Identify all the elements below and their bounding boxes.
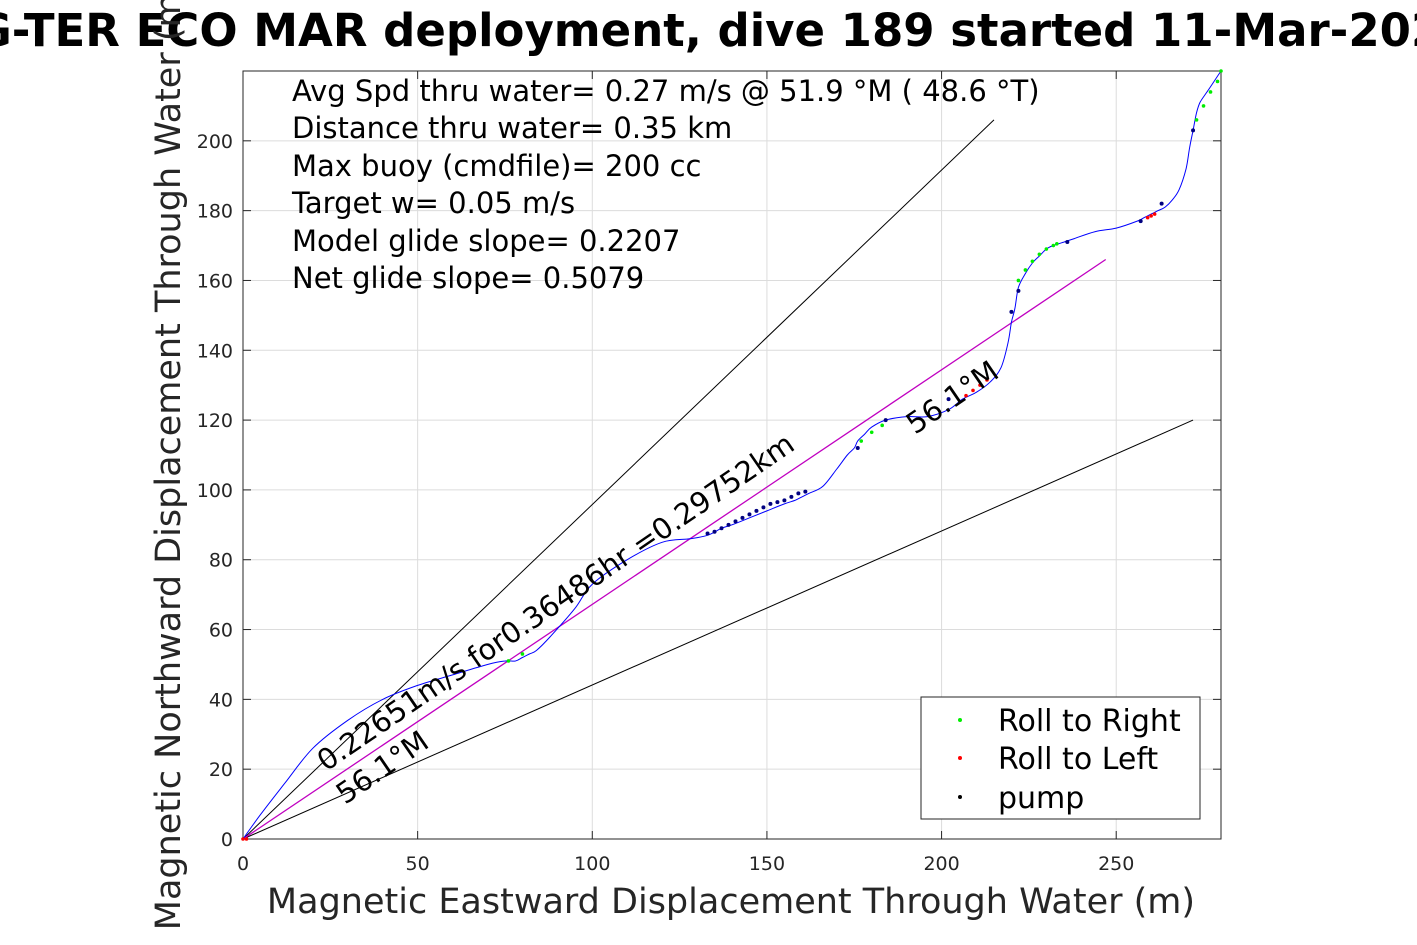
stat-net-glide-slope: Net glide slope= 0.5079 bbox=[292, 261, 644, 295]
legend-marker-roll-left bbox=[958, 756, 962, 760]
stat-model-glide-slope: Model glide slope= 0.2207 bbox=[292, 224, 680, 258]
roll-right-point bbox=[1037, 252, 1042, 257]
pump-point bbox=[761, 505, 766, 510]
heading-cone-lower-line bbox=[242, 419, 1194, 840]
pump-point bbox=[733, 519, 738, 524]
pump-point bbox=[883, 418, 888, 423]
pump-point bbox=[719, 526, 724, 531]
pump-point bbox=[705, 531, 710, 536]
y-tick-label: 100 bbox=[197, 480, 233, 502]
legend-roll-left: Roll to Left bbox=[998, 742, 1158, 777]
roll-left-point bbox=[1149, 214, 1153, 218]
pump-point bbox=[712, 529, 717, 534]
y-tick-label: 200 bbox=[197, 131, 233, 153]
pump-point bbox=[796, 491, 801, 496]
legend-roll-right: Roll to Right bbox=[998, 704, 1181, 739]
pump-point bbox=[1138, 219, 1143, 224]
pump-point bbox=[789, 494, 794, 499]
pump-point bbox=[946, 397, 951, 402]
pump-point bbox=[740, 515, 745, 520]
x-tick-label: 200 bbox=[923, 853, 959, 875]
heading-cone-upper-line bbox=[242, 119, 995, 840]
pump-point bbox=[775, 500, 780, 505]
roll-left-point bbox=[985, 378, 989, 382]
x-tick-labels: 0 50 100 150 200 250 bbox=[237, 853, 1134, 875]
x-tick-label: 0 bbox=[237, 853, 249, 875]
x-tick-label: 150 bbox=[749, 853, 785, 875]
pump-point bbox=[1065, 240, 1070, 245]
roll-right-point bbox=[1215, 79, 1220, 84]
roll-right-point bbox=[1023, 268, 1028, 272]
stats-text-block: Avg Spd thru water= 0.27 m/s @ 51.9 °M (… bbox=[291, 74, 1040, 295]
stat-distance: Distance thru water= 0.35 km bbox=[292, 111, 732, 145]
pump-point bbox=[747, 512, 752, 517]
roll-right-point bbox=[880, 423, 884, 428]
roll-right-point bbox=[1194, 118, 1199, 122]
x-axis-label: Magnetic Eastward Displacement Through W… bbox=[267, 882, 1195, 922]
y-tick-labels: 0 20 40 60 80 100 120 140 160 180 200 bbox=[197, 131, 233, 851]
roll-left-point bbox=[1152, 212, 1157, 216]
roll-right-point bbox=[1016, 278, 1021, 283]
stat-avg-speed: Avg Spd thru water= 0.27 m/s @ 51.9 °M (… bbox=[292, 74, 1040, 108]
roll-right-point bbox=[1051, 243, 1056, 248]
roll-right-point bbox=[869, 430, 874, 435]
pump-point bbox=[1191, 128, 1196, 133]
legend-marker-roll-right bbox=[958, 718, 962, 722]
y-tick-label: 160 bbox=[197, 270, 233, 292]
x-tick-label: 250 bbox=[1098, 853, 1134, 875]
roll-left-point bbox=[964, 393, 968, 398]
roll-left-point bbox=[978, 383, 982, 387]
roll-right-point bbox=[1030, 259, 1035, 264]
y-tick-label: 60 bbox=[209, 620, 233, 642]
x-tick-label: 50 bbox=[406, 853, 430, 875]
plot-content bbox=[241, 69, 1223, 841]
roll-right-point bbox=[1219, 69, 1223, 73]
y-axis-label: Magnetic Northward Displacement Through … bbox=[149, 0, 189, 930]
roll-left-point bbox=[244, 837, 249, 841]
pump-point bbox=[726, 522, 731, 527]
roll-right-point bbox=[1201, 104, 1206, 108]
roll-right-point bbox=[506, 659, 511, 663]
roll-right-point bbox=[520, 652, 525, 656]
y-tick-label: 20 bbox=[209, 759, 233, 781]
legend-pump: pump bbox=[998, 781, 1084, 816]
pump-point bbox=[768, 501, 773, 506]
roll-right-point bbox=[1208, 90, 1213, 94]
y-tick-label: 180 bbox=[197, 201, 233, 223]
legend-marker-pump bbox=[958, 795, 962, 799]
chart-title: SG-TER ECO MAR deployment, dive 189 star… bbox=[0, 4, 1417, 57]
roll-right-point bbox=[859, 439, 864, 443]
roll-left-point bbox=[971, 388, 975, 393]
roll-right-point bbox=[1055, 242, 1059, 246]
pump-point bbox=[1016, 288, 1021, 293]
y-tick-label: 120 bbox=[197, 410, 233, 432]
pump-point bbox=[1159, 201, 1164, 206]
pump-point bbox=[855, 446, 860, 451]
legend: Roll to Right Roll to Left pump bbox=[920, 696, 1201, 820]
legend-box bbox=[920, 696, 1201, 820]
y-tick-label: 0 bbox=[221, 829, 233, 851]
y-tick-label: 80 bbox=[209, 550, 233, 572]
stat-target-w: Target w= 0.05 m/s bbox=[291, 186, 575, 220]
roll-left-point bbox=[241, 837, 245, 841]
y-tick-label: 40 bbox=[209, 689, 233, 711]
roll-right-point bbox=[1044, 247, 1049, 251]
pump-point bbox=[754, 508, 759, 513]
glider-track-line bbox=[242, 70, 1222, 840]
pump-point bbox=[803, 489, 808, 494]
y-tick-label: 140 bbox=[197, 340, 233, 362]
net-displacement-line bbox=[242, 258, 1107, 840]
pump-point bbox=[782, 498, 787, 503]
roll-left-point bbox=[1145, 215, 1150, 220]
plot-frame bbox=[242, 70, 1222, 840]
pump-point bbox=[1009, 309, 1014, 314]
stat-max-buoy: Max buoy (cmdfile)= 200 cc bbox=[292, 149, 701, 183]
x-tick-label: 100 bbox=[574, 853, 610, 875]
